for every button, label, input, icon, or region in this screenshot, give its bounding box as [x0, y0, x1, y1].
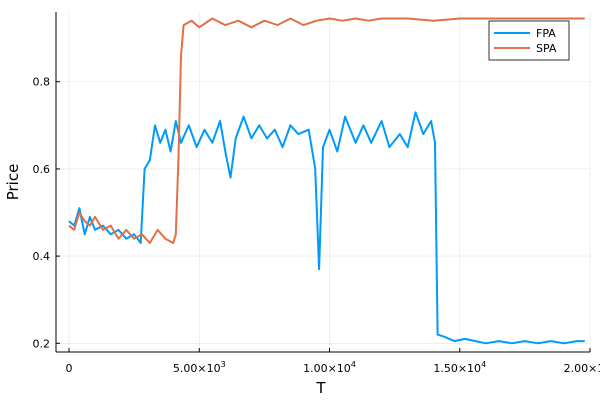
- x-tick-label: 1.50×104: [433, 360, 486, 375]
- series-line-spa: [68, 17, 585, 244]
- x-tick-label: 0: [66, 362, 73, 375]
- ticks: 0 5.00×103 1.00×104 1.50×104 2.00×104 0.2 0.4 0…: [33, 76, 600, 375]
- y-tick-label: 0.6: [33, 163, 51, 176]
- x-tick-label: 5.00×103: [173, 360, 226, 375]
- y-axis-label: Price: [4, 164, 22, 201]
- grid: [56, 12, 591, 352]
- y-tick-label: 0.2: [33, 337, 51, 350]
- x-axis-label: T: [315, 379, 326, 397]
- y-tick-label: 0.8: [33, 76, 51, 89]
- y-tick-label: 0.4: [33, 250, 51, 263]
- legend-label-spa: SPA: [536, 42, 557, 55]
- x-tick-label: 1.00×104: [303, 360, 356, 375]
- legend: FPA SPA: [488, 20, 570, 61]
- x-tick-label: 2.00×104: [564, 360, 600, 375]
- series: [68, 17, 585, 345]
- legend-box: [488, 20, 570, 61]
- series-line-fpa: [68, 111, 585, 345]
- legend-label-fpa: FPA: [536, 27, 556, 40]
- axes: [55, 12, 590, 353]
